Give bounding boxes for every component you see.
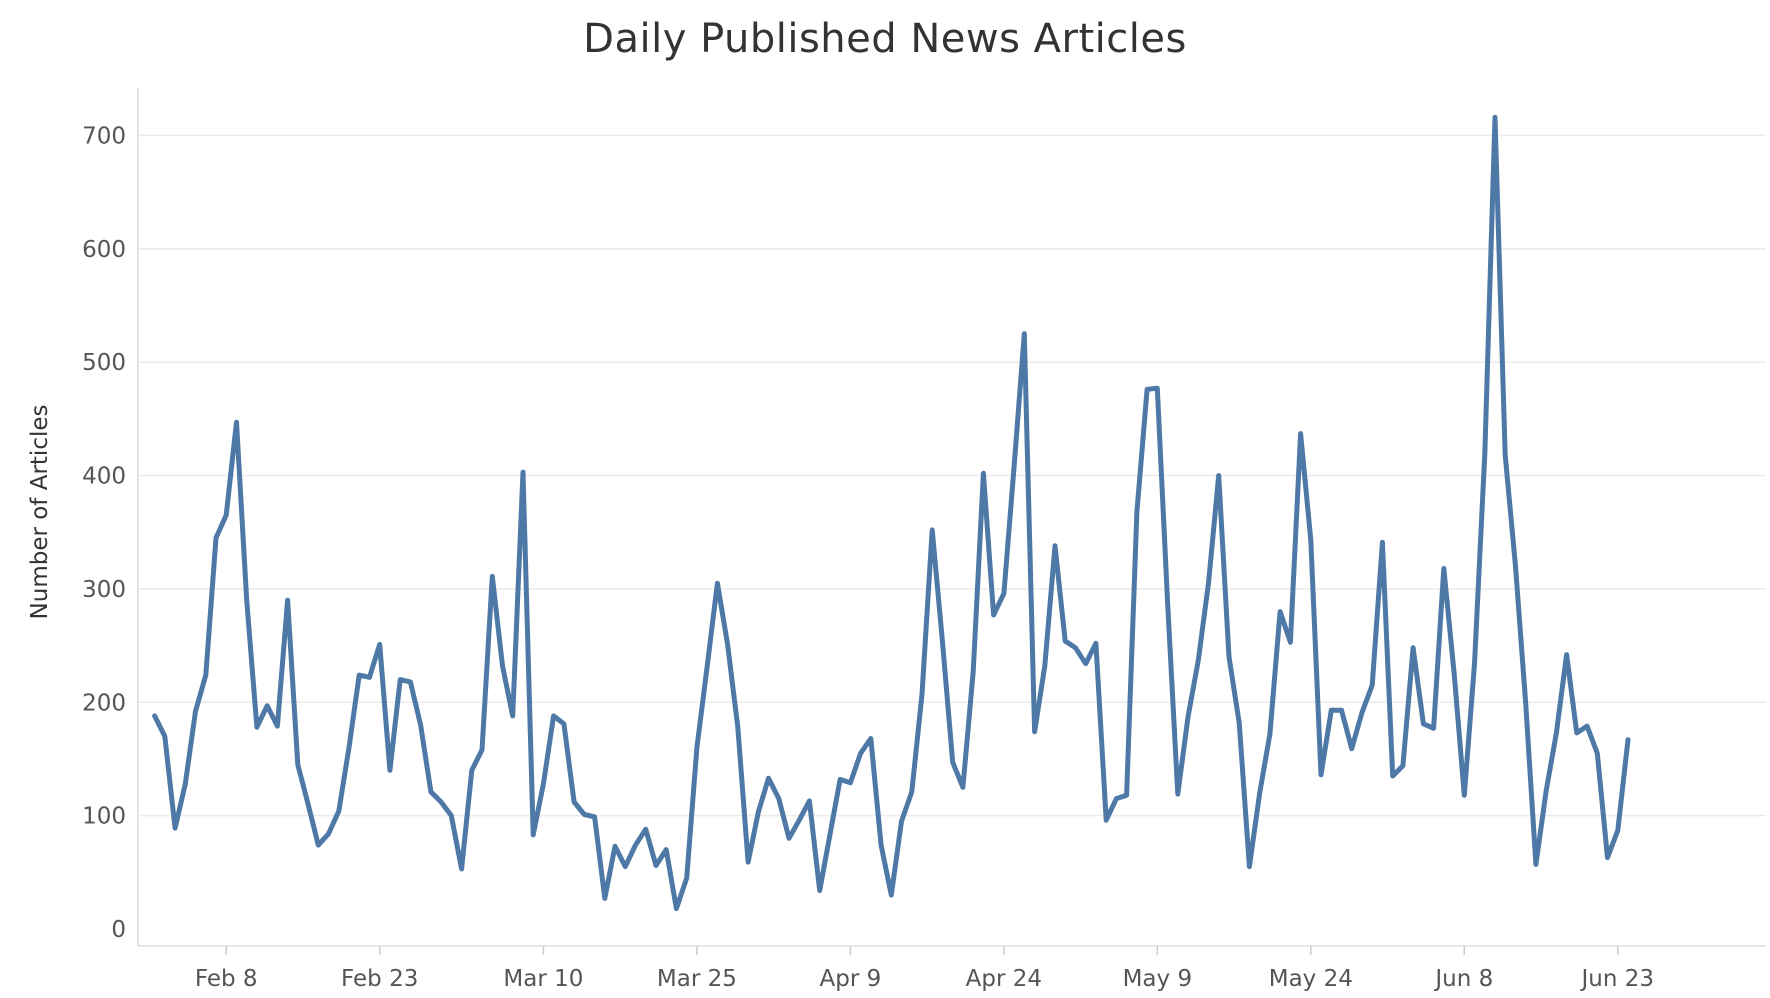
y-tick-label: 500 — [82, 350, 126, 376]
y-tick-labels: 0 100 200 300 400 500 600 700 — [82, 123, 126, 943]
x-tick-labels: Feb 8 Feb 23 Mar 10 Mar 25 Apr 9 Apr 24 May 9 M… — [195, 946, 1654, 992]
series-lines — [152, 114, 1631, 912]
x-tick-label: Mar 10 — [503, 966, 583, 992]
x-tick-label: May 9 — [1123, 966, 1193, 992]
axes — [137, 88, 1766, 947]
gridlines — [138, 134, 1766, 817]
y-tick-label: 300 — [82, 577, 126, 603]
x-tick-label: Feb 23 — [341, 966, 418, 992]
y-tick-label: 0 — [111, 917, 126, 943]
x-tick-label: Jun 23 — [1580, 966, 1655, 992]
x-tick-label: Mar 25 — [657, 966, 737, 992]
x-tick-label: Apr 24 — [966, 966, 1042, 992]
y-tick-label: 100 — [82, 804, 126, 830]
y-tick-label: 200 — [82, 690, 126, 716]
series-line-0 — [152, 114, 1631, 912]
x-tick-label: Jun 8 — [1433, 966, 1493, 992]
chart-title: Daily Published News Articles — [583, 16, 1187, 62]
x-tick-label: May 24 — [1269, 966, 1353, 992]
x-tick-label: Feb 8 — [195, 966, 258, 992]
x-tick-label: Apr 9 — [820, 966, 882, 992]
y-tick-label: 600 — [82, 237, 126, 263]
y-axis-title: Number of Articles — [27, 405, 53, 620]
y-tick-label: 700 — [82, 123, 126, 149]
y-tick-label: 400 — [82, 464, 126, 490]
